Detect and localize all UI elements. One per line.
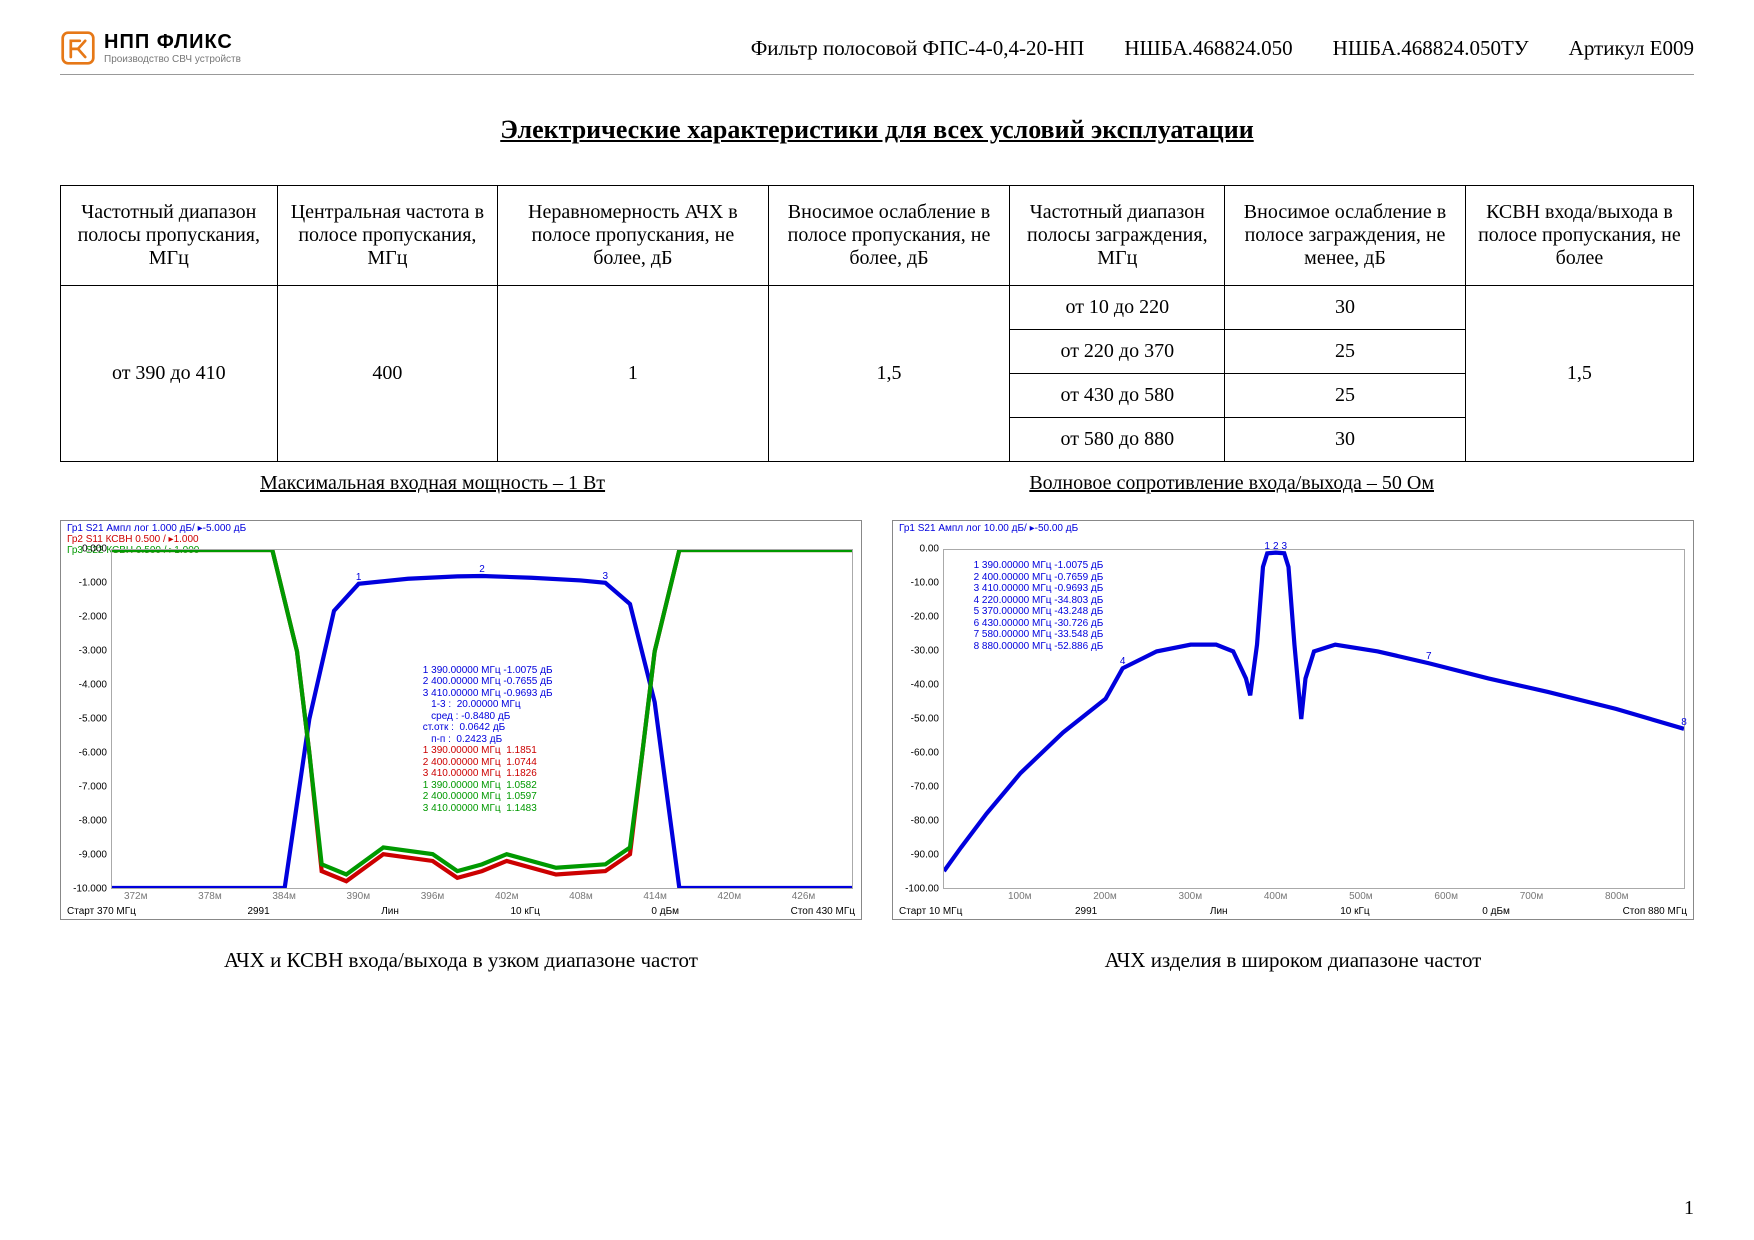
table-header-row: Частотный диапазон полосы пропускания, М… [61, 186, 1694, 286]
table-row: от 390 до 410 400 1 1,5 от 10 до 220 30 … [61, 286, 1694, 330]
logo: НПП ФЛИКС Производство СВЧ устройств [60, 30, 241, 66]
col-header: Неравномерность АЧХ в полосе пропускания… [498, 186, 768, 286]
page-title: Электрические характеристики для всех ус… [60, 115, 1694, 145]
header-meta: Фильтр полосовой ФПС-4-0,4-20-НП НШБА.46… [751, 36, 1694, 61]
logo-title: НПП ФЛИКС [104, 31, 241, 54]
col-header: КСВН входа/выхода в полосе пропускания, … [1465, 186, 1693, 286]
chart-wide-frame: Гр1 S21 Ампл лог 10.00 дБ/ ▸-50.00 дБ0.0… [892, 520, 1694, 920]
logo-icon [60, 30, 96, 66]
cell-stop-range: от 430 до 580 [1010, 374, 1225, 418]
chart-narrow-caption: АЧХ и КСВН входа/выхода в узком диапазон… [60, 948, 862, 973]
col-header: Вносимое ослабление в полосе заграждения… [1225, 186, 1466, 286]
logo-subtitle: Производство СВЧ устройств [104, 54, 241, 65]
cell-ripple: 1 [498, 286, 768, 462]
col-header: Частотный диапазон полосы пропускания, М… [61, 186, 278, 286]
chart-narrow-frame: Гр1 S21 Ампл лог 1.000 дБ/ ▸-5.000 дБГр2… [60, 520, 862, 920]
page-number: 1 [1684, 1197, 1694, 1220]
cell-vswr: 1,5 [1465, 286, 1693, 462]
table-notes: Максимальная входная мощность – 1 Вт Вол… [60, 472, 1694, 495]
product-name: Фильтр полосовой ФПС-4-0,4-20-НП [751, 36, 1085, 61]
code-1: НШБА.468824.050 [1124, 36, 1292, 61]
charts: Гр1 S21 Ампл лог 1.000 дБ/ ▸-5.000 дБГр2… [60, 520, 1694, 973]
note-impedance: Волновое сопротивление входа/выхода – 50… [1029, 472, 1434, 495]
cell-stop-atten: 30 [1225, 286, 1466, 330]
col-header: Вносимое ослабление в полосе пропускания… [768, 186, 1010, 286]
article: Артикул E009 [1569, 36, 1694, 61]
chart-wide-caption: АЧХ изделия в широком диапазоне частот [892, 948, 1694, 973]
chart-narrow: Гр1 S21 Ампл лог 1.000 дБ/ ▸-5.000 дБГр2… [60, 520, 862, 973]
cell-stop-range: от 580 до 880 [1010, 418, 1225, 462]
cell-stop-atten: 25 [1225, 330, 1466, 374]
code-2: НШБА.468824.050ТУ [1333, 36, 1529, 61]
cell-stop-range: от 220 до 370 [1010, 330, 1225, 374]
chart-wide: Гр1 S21 Ампл лог 10.00 дБ/ ▸-50.00 дБ0.0… [892, 520, 1694, 973]
cell-stop-range: от 10 до 220 [1010, 286, 1225, 330]
cell-stop-atten: 25 [1225, 374, 1466, 418]
cell-center: 400 [277, 286, 498, 462]
cell-passband: от 390 до 410 [61, 286, 278, 462]
cell-insertion: 1,5 [768, 286, 1010, 462]
note-power: Максимальная входная мощность – 1 Вт [260, 472, 605, 495]
col-header: Частотный диапазон полосы заграждения, М… [1010, 186, 1225, 286]
spec-table: Частотный диапазон полосы пропускания, М… [60, 185, 1694, 462]
col-header: Центральная частота в полосе пропускания… [277, 186, 498, 286]
cell-stop-atten: 30 [1225, 418, 1466, 462]
page-header: НПП ФЛИКС Производство СВЧ устройств Фил… [60, 30, 1694, 75]
